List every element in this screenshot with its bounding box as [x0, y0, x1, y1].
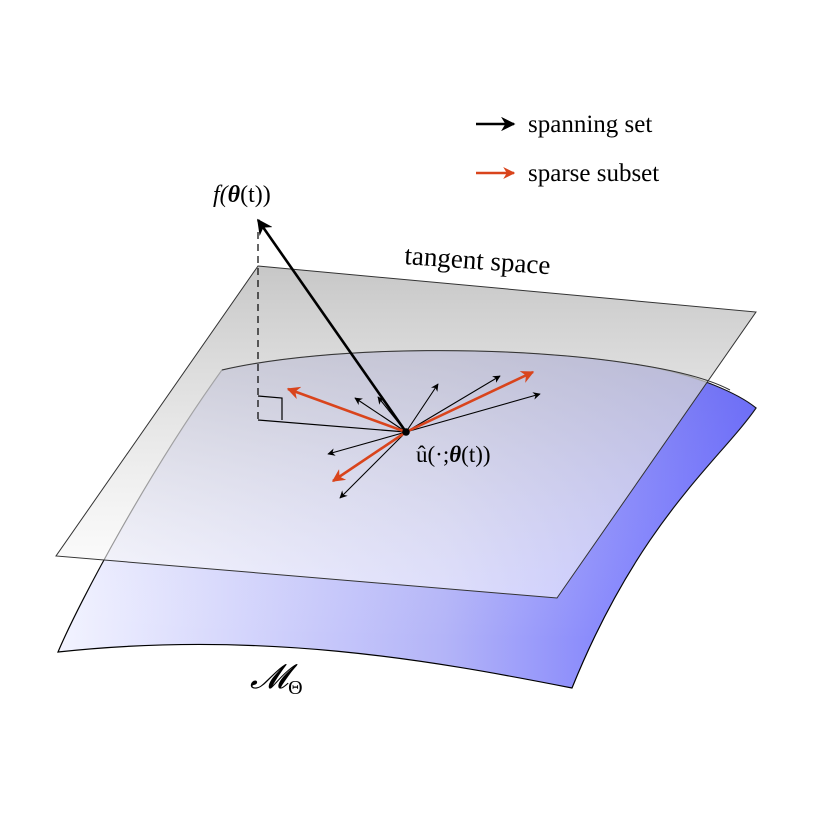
legend: spanning set sparse subset [476, 111, 659, 187]
base-point [402, 428, 410, 436]
legend-spanning-label: spanning set [528, 111, 652, 138]
tangent-space-label: tangent space [404, 240, 552, 280]
spanning-set-arrows [327, 375, 541, 499]
sparse-subset-arrows [286, 370, 535, 483]
manifold-label: 𝓜Θ [250, 659, 303, 699]
right-angle-marker [257, 395, 283, 420]
legend-item-sparse-subset: sparse subset [476, 160, 659, 187]
legend-item-spanning-set: spanning set [476, 111, 652, 138]
projection-base-line [257, 419, 407, 433]
manifold-edge-through-plane [221, 350, 731, 391]
u-hat-label: û(·;θ(t)) [416, 442, 491, 467]
f-theta-label: f(θ(t)) [213, 182, 271, 208]
legend-sparse-label: sparse subset [528, 160, 659, 187]
